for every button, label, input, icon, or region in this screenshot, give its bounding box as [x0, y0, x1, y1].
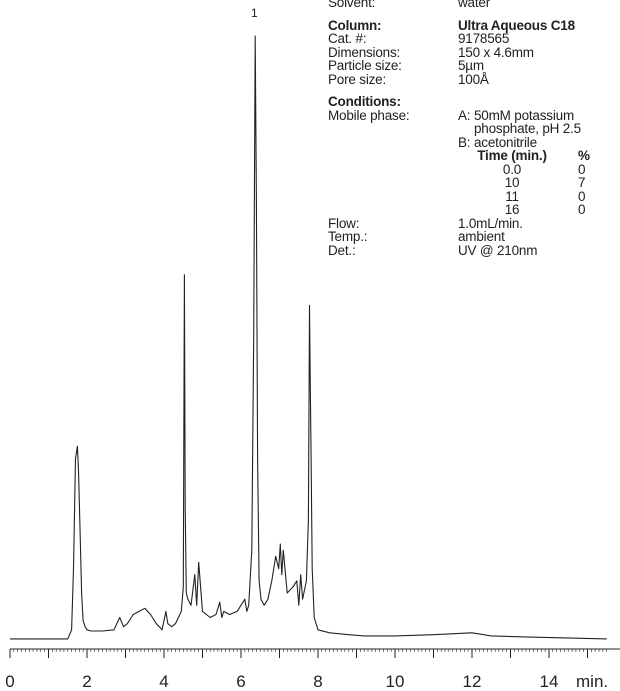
mobile-phase-a-letter: A:	[458, 107, 471, 123]
cat-label: Cat. #:	[328, 31, 367, 46]
x-axis-tick-labels: 0 2 4 6 8 10 12 14	[5, 672, 558, 691]
x-tick-label: 2	[82, 672, 91, 691]
peak-labels: 1	[251, 6, 258, 20]
gradient-row: 10 7	[472, 176, 620, 190]
x-axis-label: min.	[576, 672, 608, 691]
det-label: Det.:	[328, 242, 356, 258]
dimensions-value: 150 x 4.6mm	[458, 44, 534, 60]
gradient-row: 0.0 0	[472, 161, 620, 177]
gradient-row: 16 0	[472, 203, 620, 217]
gradient-time: 16	[504, 202, 520, 217]
temp-value: ambient	[458, 229, 505, 244]
x-tick-label: 4	[159, 672, 168, 691]
conditions-row: Conditions:	[328, 95, 620, 109]
gradient-col-pct: %	[578, 148, 590, 163]
chromatogram-trace	[10, 35, 607, 640]
solvent-row: Solvent: water	[328, 0, 620, 10]
cat-row: Cat. #: 9178565	[328, 32, 620, 46]
det-row: Det.: UV @ 210nm	[328, 242, 620, 258]
flow-label: Flow:	[328, 215, 360, 231]
flow-row: Flow: 1.0mL/min.	[328, 215, 620, 231]
peak-label: 1	[251, 6, 258, 20]
gradient-pct: 0	[578, 188, 586, 204]
gradient-pct: 0	[578, 202, 586, 217]
mobile-phase-b-value: acetonitrile	[474, 134, 537, 150]
solvent-value: water	[458, 0, 491, 10]
mobile-phase-row: Mobile phase: A: 50mM potassium phosphat…	[328, 107, 620, 150]
mobile-phase-label: Mobile phase:	[328, 107, 410, 123]
mobile-phase-a-line2: phosphate, pH 2.5	[474, 121, 581, 136]
column-row: Column: Ultra Aqueous C18	[328, 17, 620, 33]
column-value: Ultra Aqueous C18	[458, 17, 575, 33]
x-tick-label: 10	[386, 672, 405, 691]
trace-layer	[10, 35, 607, 640]
temp-row: Temp.: ambient	[328, 230, 620, 244]
temp-label: Temp.:	[328, 229, 368, 244]
cat-value: 9178565	[458, 31, 510, 46]
dimensions-row: Dimensions: 150 x 4.6mm	[328, 44, 620, 60]
particle-row: Particle size: 5µm	[328, 59, 620, 73]
gradient-header: Time (min.) %	[472, 149, 620, 163]
method-info: Solvent: water Column: Ultra Aqueous C18…	[328, 0, 620, 257]
det-value: UV @ 210nm	[458, 242, 538, 258]
gradient-col-time: Time (min.)	[477, 148, 547, 163]
solvent-label: Solvent:	[328, 0, 376, 10]
gradient-table: Time (min.) % 0.0 0 10 7 11 0 16 0	[472, 149, 620, 217]
pore-value: 100Å	[458, 71, 489, 87]
column-label: Column:	[328, 17, 382, 33]
mobile-phase-a: A: 50mM potassium phosphate, pH 2.5 B: a…	[458, 107, 581, 150]
gradient-time: 10	[504, 175, 520, 190]
particle-label: Particle size:	[328, 58, 402, 73]
mobile-phase-a-line1: 50mM potassium	[474, 107, 574, 123]
particle-value: 5µm	[458, 58, 484, 73]
pore-label: Pore size:	[328, 71, 387, 87]
x-tick-label: 8	[313, 672, 322, 691]
flow-value: 1.0mL/min.	[458, 215, 523, 231]
gradient-row: 11 0	[472, 188, 620, 204]
gradient-pct: 0	[578, 161, 586, 177]
x-axis-major-ticks	[9, 649, 588, 658]
gradient-time: 11	[505, 188, 519, 204]
conditions-label: Conditions:	[328, 94, 401, 109]
gradient-pct: 7	[578, 175, 586, 190]
x-tick-label: 12	[463, 672, 482, 691]
pore-row: Pore size: 100Å	[328, 71, 620, 87]
x-tick-label: 0	[5, 672, 14, 691]
x-tick-label: 14	[540, 672, 559, 691]
dimensions-label: Dimensions:	[328, 44, 401, 60]
mobile-phase-b-letter: B:	[458, 134, 471, 150]
gradient-time: 0.0	[502, 161, 522, 177]
x-tick-label: 6	[236, 672, 245, 691]
